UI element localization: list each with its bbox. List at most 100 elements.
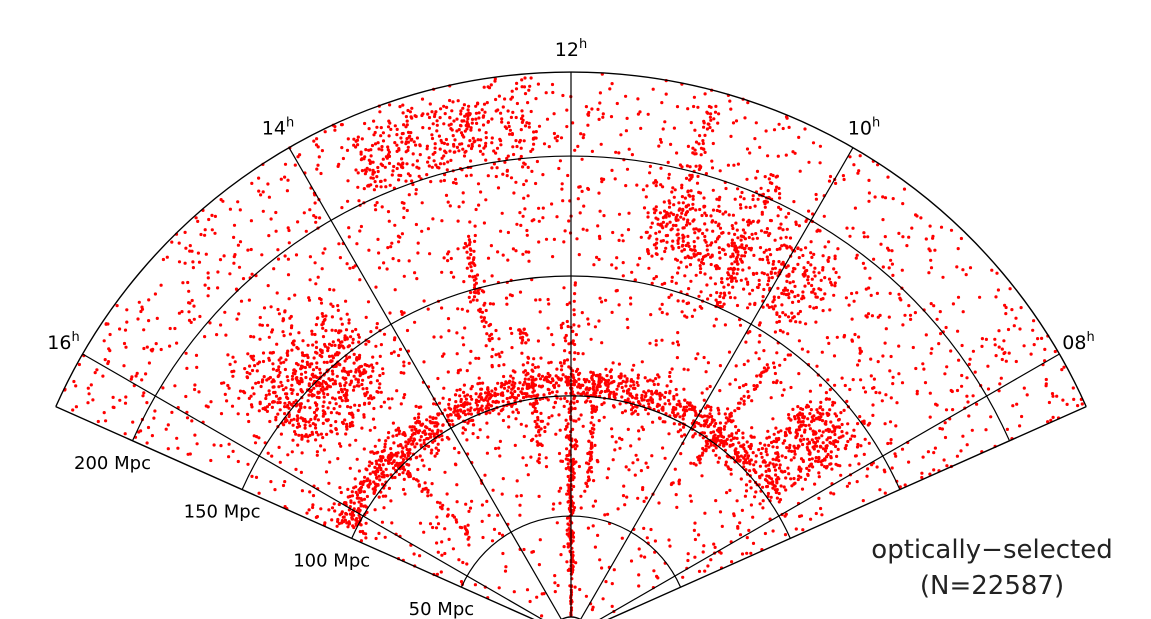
- galaxy-point: [220, 381, 224, 385]
- galaxy-point: [1044, 382, 1048, 386]
- galaxy-point: [425, 426, 429, 430]
- galaxy-point: [975, 402, 979, 406]
- galaxy-point: [968, 266, 973, 270]
- galaxy-point: [579, 413, 583, 417]
- galaxy-point: [227, 455, 231, 459]
- galaxy-point: [492, 162, 496, 166]
- galaxy-point: [320, 149, 324, 153]
- galaxy-point: [652, 277, 656, 281]
- galaxy-point: [349, 379, 353, 383]
- galaxy-point: [322, 360, 326, 364]
- galaxy-point: [818, 412, 822, 416]
- galaxy-point: [446, 370, 450, 374]
- galaxy-point: [419, 443, 423, 447]
- galaxy-point: [693, 405, 697, 409]
- galaxy-point: [290, 348, 294, 352]
- galaxy-point: [719, 551, 723, 555]
- galaxy-point: [598, 101, 602, 105]
- galaxy-point: [573, 148, 577, 152]
- galaxy-point: [736, 525, 740, 529]
- galaxy-point: [417, 166, 421, 170]
- galaxy-point: [823, 457, 827, 461]
- galaxy-point: [414, 222, 418, 227]
- galaxy-point: [245, 370, 249, 375]
- galaxy-point: [758, 246, 763, 250]
- galaxy-point: [544, 237, 549, 241]
- galaxy-point: [538, 377, 543, 381]
- galaxy-point: [423, 429, 427, 433]
- galaxy-point: [814, 305, 819, 310]
- galaxy-point: [777, 491, 781, 496]
- galaxy-point: [597, 191, 601, 195]
- galaxy-point: [514, 180, 518, 184]
- galaxy-point: [731, 254, 735, 258]
- galaxy-point: [519, 223, 523, 227]
- galaxy-point: [510, 346, 514, 350]
- galaxy-point: [970, 428, 974, 432]
- galaxy-point: [582, 377, 586, 382]
- galaxy-point: [267, 358, 271, 362]
- galaxy-point: [311, 505, 315, 510]
- galaxy-point: [748, 479, 752, 483]
- galaxy-point: [801, 442, 805, 447]
- galaxy-point: [660, 302, 664, 306]
- galaxy-point: [393, 288, 397, 292]
- galaxy-point: [139, 309, 143, 314]
- galaxy-point: [336, 308, 340, 312]
- galaxy-point: [635, 396, 639, 400]
- galaxy-point: [807, 441, 812, 445]
- galaxy-point: [289, 402, 293, 406]
- galaxy-point: [274, 229, 278, 233]
- galaxy-point: [774, 426, 778, 430]
- galaxy-point: [642, 390, 646, 394]
- galaxy-point: [829, 280, 833, 285]
- galaxy-point: [431, 440, 435, 444]
- galaxy-point: [369, 381, 373, 385]
- galaxy-point: [503, 569, 508, 573]
- galaxy-point: [404, 140, 408, 144]
- galaxy-point: [455, 388, 459, 392]
- galaxy-point: [371, 366, 375, 370]
- galaxy-point: [746, 306, 750, 310]
- galaxy-point: [535, 159, 540, 164]
- galaxy-point: [817, 475, 821, 479]
- galaxy-point: [383, 442, 387, 446]
- galaxy-point: [762, 287, 766, 292]
- galaxy-point: [439, 179, 443, 183]
- galaxy-point: [1060, 368, 1064, 372]
- galaxy-point: [405, 208, 409, 213]
- galaxy-point: [711, 430, 716, 434]
- galaxy-point: [403, 432, 407, 436]
- galaxy-point: [710, 414, 714, 419]
- galaxy-point: [630, 412, 634, 416]
- galaxy-point: [739, 238, 743, 242]
- galaxy-point: [797, 135, 801, 139]
- galaxy-point: [501, 105, 505, 109]
- galaxy-point: [830, 283, 834, 287]
- galaxy-point: [645, 536, 649, 540]
- galaxy-point: [552, 385, 557, 389]
- galaxy-point: [363, 475, 367, 479]
- galaxy-point: [1022, 386, 1026, 390]
- galaxy-point: [461, 336, 465, 340]
- galaxy-point: [404, 179, 408, 183]
- galaxy-point: [469, 128, 473, 132]
- galaxy-point: [406, 145, 410, 149]
- galaxy-point: [577, 377, 581, 381]
- galaxy-point: [564, 391, 568, 395]
- galaxy-point: [734, 119, 739, 123]
- galaxy-point: [515, 222, 519, 226]
- galaxy-point: [687, 287, 691, 291]
- galaxy-point: [742, 287, 746, 291]
- galaxy-point: [307, 420, 311, 424]
- galaxy-point: [382, 506, 386, 510]
- galaxy-point: [844, 447, 848, 451]
- galaxy-point: [223, 392, 227, 396]
- galaxy-point: [571, 457, 576, 461]
- galaxy-point: [870, 314, 875, 318]
- galaxy-point: [286, 178, 290, 182]
- galaxy-point: [650, 454, 654, 458]
- galaxy-point: [622, 389, 626, 393]
- galaxy-point: [928, 224, 932, 228]
- galaxy-point: [269, 480, 273, 484]
